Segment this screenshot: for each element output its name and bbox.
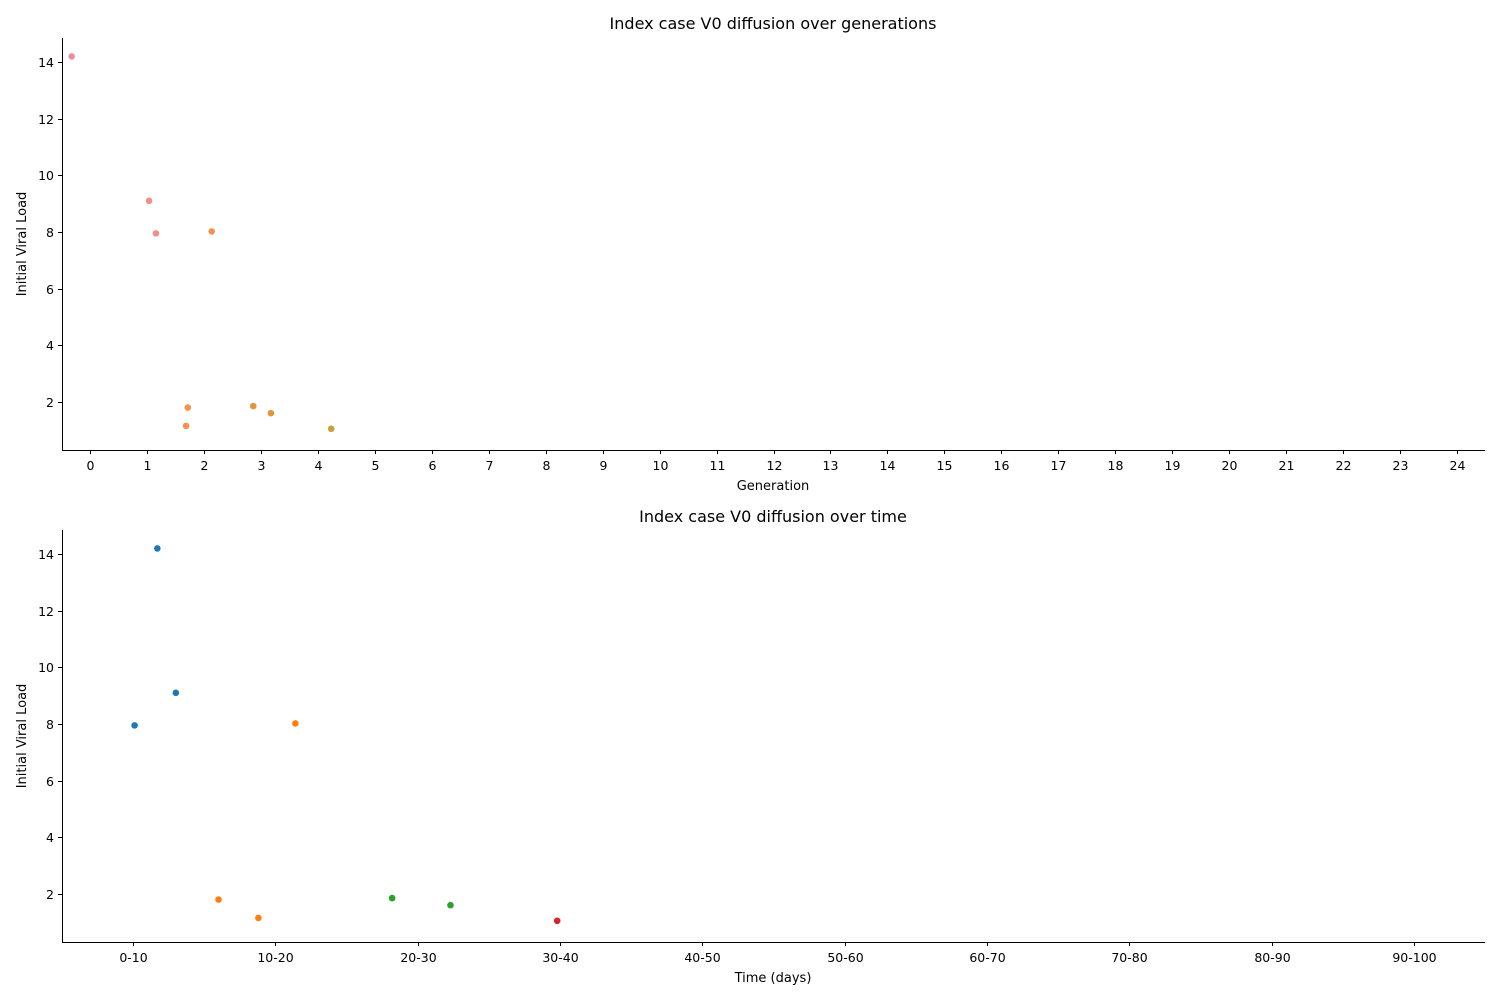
x-axis-ticks: 0 1 2 3 4 5 6 7 8 9 10 11 12 13 14 15 16 17 18 19 20 21 22 23 24 xyxy=(87,450,1466,473)
data-point xyxy=(152,230,160,237)
x-tick-label: 0-10 xyxy=(119,950,147,965)
x-tick-label: 5 xyxy=(372,458,380,473)
y-axis-ticks: 2 4 6 8 10 12 14 xyxy=(38,547,62,902)
x-tick-label: 13 xyxy=(823,458,839,473)
x-tick-label: 8 xyxy=(543,458,551,473)
x-tick-label: 50-60 xyxy=(827,950,863,965)
x-tick-label: 3 xyxy=(258,458,266,473)
x-axis-label: Generation xyxy=(737,479,810,494)
x-tick-label: 1 xyxy=(144,458,152,473)
data-point xyxy=(145,197,153,205)
x-tick-label: 20 xyxy=(1222,458,1238,473)
data-point xyxy=(388,894,396,902)
x-tick-label: 12 xyxy=(767,458,783,473)
x-tick-label: 9 xyxy=(600,458,608,473)
x-axis-label: Time (days) xyxy=(734,971,812,986)
y-tick-label: 12 xyxy=(38,604,54,619)
y-tick-label: 8 xyxy=(46,717,54,732)
data-points xyxy=(131,545,561,925)
x-tick-label: 70-80 xyxy=(1111,950,1147,965)
y-tick-label: 14 xyxy=(38,547,54,562)
data-point xyxy=(267,409,275,417)
chart-title: Index case V0 diffusion over time xyxy=(639,507,907,526)
data-point xyxy=(292,720,299,727)
x-tick-label: 11 xyxy=(710,458,726,473)
x-tick-label: 20-30 xyxy=(400,950,436,965)
x-tick-label: 6 xyxy=(429,458,437,473)
y-tick-label: 4 xyxy=(46,830,54,845)
x-tick-label: 60-70 xyxy=(969,950,1005,965)
y-tick-label: 4 xyxy=(46,338,54,353)
y-tick-label: 6 xyxy=(46,282,54,297)
data-point xyxy=(172,689,180,697)
x-tick-label: 23 xyxy=(1393,458,1409,473)
x-tick-label: 18 xyxy=(1108,458,1124,473)
x-tick-label: 19 xyxy=(1165,458,1181,473)
data-point xyxy=(447,901,454,909)
y-axis-ticks: 2 4 6 8 10 12 14 xyxy=(38,55,62,410)
x-tick-label: 90-100 xyxy=(1392,950,1436,965)
chart-title: Index case V0 diffusion over generations xyxy=(610,14,937,33)
y-tick-label: 2 xyxy=(46,887,54,902)
y-tick-label: 6 xyxy=(46,774,54,789)
data-point xyxy=(131,722,138,729)
y-tick-label: 10 xyxy=(38,660,54,675)
x-tick-label: 80-90 xyxy=(1254,950,1290,965)
y-tick-label: 10 xyxy=(38,168,54,183)
x-tick-label: 14 xyxy=(880,458,896,473)
x-tick-label: 24 xyxy=(1450,458,1466,473)
x-tick-label: 21 xyxy=(1279,458,1295,473)
x-axis-ticks: 0-10 10-20 20-30 30-40 40-50 50-60 60-70 70-80 8… xyxy=(119,942,1437,965)
x-tick-label: 40-50 xyxy=(684,950,720,965)
y-tick-label: 12 xyxy=(38,112,54,127)
generation-scatter-plot: Index case V0 diffusion over generations… xyxy=(15,14,1485,494)
data-point xyxy=(255,914,262,922)
time-scatter-plot: Index case V0 diffusion over time Time (… xyxy=(15,507,1485,986)
x-tick-label: 10 xyxy=(653,458,669,473)
data-points xyxy=(68,53,335,433)
data-point xyxy=(208,228,215,235)
y-tick-label: 14 xyxy=(38,55,54,70)
x-tick-label: 0 xyxy=(87,458,95,473)
data-point xyxy=(184,404,192,411)
data-point xyxy=(249,402,257,410)
x-tick-label: 7 xyxy=(486,458,494,473)
x-tick-label: 16 xyxy=(994,458,1010,473)
data-point xyxy=(68,53,75,60)
y-tick-label: 2 xyxy=(46,395,54,410)
y-axis-label: Initial Viral Load xyxy=(15,684,30,789)
x-tick-label: 4 xyxy=(315,458,323,473)
x-tick-label: 15 xyxy=(937,458,953,473)
data-point xyxy=(327,425,335,433)
data-point xyxy=(215,896,222,903)
x-tick-label: 30-40 xyxy=(542,950,578,965)
x-tick-label: 22 xyxy=(1336,458,1352,473)
y-tick-label: 8 xyxy=(46,225,54,240)
x-tick-label: 10-20 xyxy=(257,950,293,965)
x-tick-label: 17 xyxy=(1051,458,1067,473)
data-point xyxy=(182,422,190,430)
y-axis-label: Initial Viral Load xyxy=(15,192,30,297)
data-point xyxy=(154,545,161,552)
x-tick-label: 2 xyxy=(201,458,209,473)
data-point xyxy=(553,917,561,925)
